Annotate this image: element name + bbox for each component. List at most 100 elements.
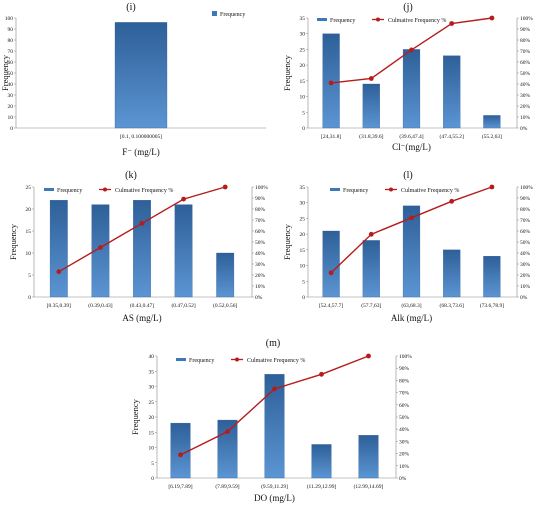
y-tick-label: 20 <box>149 415 155 421</box>
y2-tick-label: 70% <box>520 49 531 55</box>
y-tick-label: 35 <box>149 369 155 375</box>
y-tick-label: 15 <box>26 229 32 235</box>
y-tick-label: 30 <box>149 385 155 391</box>
y2-tick-label: 20% <box>255 273 266 279</box>
legend-label: Frequency <box>220 12 245 18</box>
legend-label: Culmative Frequency % <box>115 188 173 194</box>
y-tick-label: 70 <box>8 49 14 55</box>
cumulative-point <box>178 452 183 458</box>
y-tick-label: 15 <box>300 248 306 254</box>
legend-swatch-bar <box>317 18 327 21</box>
y-tick-label: 10 <box>26 251 32 257</box>
y-axis-label: Frequency <box>0 54 10 91</box>
cumulative-point <box>56 269 62 275</box>
panel-label: (l) <box>403 170 412 181</box>
y2-tick-label: 60% <box>520 229 531 235</box>
y-tick-label: 20 <box>8 104 14 110</box>
x-tick-label: (68.3,73.6] <box>440 302 464 309</box>
x-tick-label: (57.7,63] <box>361 302 381 309</box>
legend-label: Frequency <box>189 358 214 364</box>
panel-label: (j) <box>403 2 412 13</box>
y-tick-label: 100 <box>5 16 14 22</box>
y2-tick-label: 20% <box>520 273 531 279</box>
cumulative-point <box>139 220 145 226</box>
bar <box>311 444 332 479</box>
y2-tick-label: 0% <box>520 295 528 301</box>
panel-label: (i) <box>126 2 135 13</box>
legend-label: Culmative Frequency % <box>247 358 305 364</box>
legend-label: Frequency <box>343 188 368 194</box>
legend-label: Culmative Frequency % <box>401 188 459 194</box>
chart-panel: (m) 0 5 10 15 20 25 30 35 40 0% 10% 20% 30% 40% 50% 60% 7… <box>130 338 412 503</box>
y2-tick-label: 90% <box>255 196 266 202</box>
cumulative-point <box>225 429 230 435</box>
y-tick-label: 30 <box>8 93 14 99</box>
y2-tick-label: 60% <box>255 229 266 235</box>
panel-label: (k) <box>125 170 137 181</box>
y-tick-label: 10 <box>300 264 306 270</box>
y-tick-label: 25 <box>149 400 155 406</box>
cumulative-point <box>366 353 371 359</box>
bar <box>174 204 193 298</box>
chart-panel: (k) 0 5 10 15 20 25 0% 10% 20% 30% 40% 50% 60% 70% 80% 9… <box>8 170 268 323</box>
y2-tick-label: 0% <box>255 295 263 301</box>
y2-tick-label: 30% <box>520 93 531 99</box>
y-tick-label: 35 <box>300 185 306 191</box>
x-tick-label: [0.1, 0.100000005] <box>120 134 162 140</box>
y-tick-label: 15 <box>149 430 155 436</box>
y2-tick-label: 50% <box>520 71 531 77</box>
y-tick-label: 50 <box>8 71 14 77</box>
y-tick-label: 10 <box>149 446 155 452</box>
y2-tick-label: 40% <box>399 427 410 433</box>
y-tick-label: 5 <box>302 279 305 285</box>
cumulative-point <box>328 80 334 86</box>
legend: Frequency Culmative Frequency % <box>44 187 173 194</box>
cumulative-point <box>368 231 374 237</box>
y2-tick-label: 40% <box>255 251 266 257</box>
y2-tick-label: 40% <box>520 251 531 257</box>
x-tick-label: [6.19,7.89] <box>168 484 192 490</box>
x-axis-label: Alk (mg/L) <box>391 313 432 323</box>
legend-swatch-marker <box>103 187 107 192</box>
y-tick-label: 40 <box>8 82 14 88</box>
bar <box>362 240 380 298</box>
x-tick-label: (55.2,63] <box>482 133 502 140</box>
y2-tick-label: 20% <box>399 452 410 458</box>
bar <box>443 55 461 129</box>
y2-tick-label: 80% <box>520 207 531 213</box>
y-tick-label: 35 <box>300 16 306 22</box>
bar <box>49 200 68 298</box>
cumulative-point <box>449 21 455 26</box>
legend-swatch-bar <box>212 11 217 16</box>
x-tick-label: (0.43,0.47] <box>130 302 154 309</box>
bar <box>217 419 238 479</box>
y-tick-label: 0 <box>10 126 13 132</box>
y-tick-label: 90 <box>8 27 14 33</box>
y-tick-label: 25 <box>300 216 306 222</box>
y-tick-label: 0 <box>302 295 305 301</box>
legend-swatch-marker <box>376 17 380 22</box>
y-tick-label: 25 <box>26 185 32 191</box>
legend-swatch-bar <box>44 188 54 191</box>
cumulative-point <box>449 198 455 204</box>
cumulative-point <box>409 215 414 221</box>
y2-tick-label: 80% <box>399 378 410 384</box>
y2-tick-label: 60% <box>520 60 531 66</box>
y-axis-label: Frequency <box>282 223 292 260</box>
bar <box>443 249 461 298</box>
y-tick-label: 0 <box>28 295 31 301</box>
x-tick-label: [24,31.8] <box>321 134 341 140</box>
legend-swatch-marker <box>389 187 393 192</box>
y2-tick-label: 100% <box>399 354 412 360</box>
x-axis-label: Cl⁻(mg/L) <box>392 142 431 152</box>
y-tick-label: 80 <box>8 38 14 44</box>
x-tick-label: (7.89,9.59] <box>215 483 239 490</box>
y2-tick-label: 100% <box>255 185 268 191</box>
bar <box>402 205 421 298</box>
cumulative-point <box>328 270 334 276</box>
x-tick-label: (0.52,0.56] <box>213 302 237 309</box>
legend-swatch-bar <box>176 358 186 361</box>
x-tick-label: (39.6,47.4] <box>399 133 423 140</box>
cumulative-point <box>409 47 414 53</box>
y-tick-label: 40 <box>149 354 155 360</box>
